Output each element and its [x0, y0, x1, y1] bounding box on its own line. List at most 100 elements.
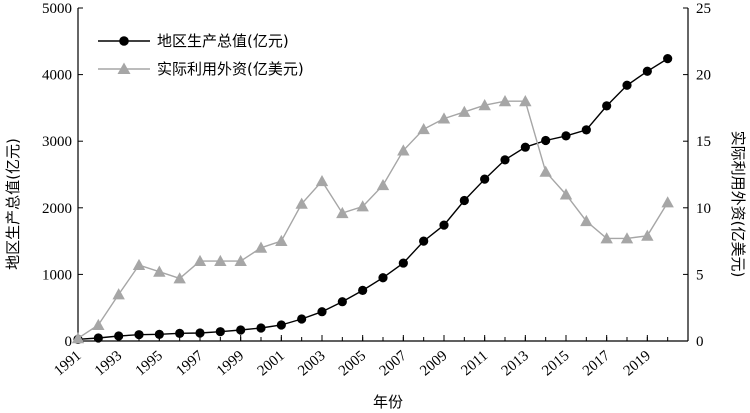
data-point — [539, 165, 552, 177]
left-axis-ticks: 0 1000 2000 3000 4000 5000 — [42, 1, 83, 350]
data-point — [276, 320, 286, 330]
data-point — [622, 80, 632, 90]
data-point — [437, 112, 451, 124]
data-point — [153, 265, 166, 277]
x-tick-label: 2019 — [621, 348, 654, 380]
data-point — [541, 135, 551, 146]
data-point — [498, 95, 512, 107]
data-point — [315, 174, 329, 187]
x-tick-label: 2007 — [377, 347, 411, 379]
data-point — [173, 272, 186, 284]
data-point — [297, 314, 307, 324]
data-point — [295, 197, 308, 209]
y-left-tick-label: 2000 — [42, 201, 72, 217]
x-tick-label: 2015 — [539, 348, 572, 380]
x-tick-label: 2013 — [499, 348, 532, 380]
data-point — [134, 330, 144, 340]
data-point — [234, 254, 247, 267]
x-tick-label: 1993 — [92, 348, 125, 380]
x-tick-label: 2017 — [580, 347, 614, 379]
data-point — [519, 95, 532, 107]
data-point — [663, 54, 673, 64]
data-point — [398, 258, 408, 268]
data-point — [378, 273, 388, 283]
data-point — [356, 200, 369, 212]
legend-fdi-label: 实际利用外资(亿美元) — [157, 60, 304, 78]
data-point — [581, 125, 591, 135]
x-tick-label: 1999 — [214, 348, 247, 380]
chart-axes — [77, 8, 689, 342]
data-point — [195, 328, 205, 338]
data-point — [478, 99, 491, 111]
data-point — [600, 232, 613, 244]
x-tick-label: 2009 — [417, 348, 450, 380]
data-point — [154, 329, 164, 339]
x-tick-label: 1997 — [173, 347, 207, 379]
data-point — [419, 236, 429, 246]
data-point — [459, 195, 469, 206]
y-right-tick-label: 20 — [696, 68, 711, 84]
legend-item-fdi: 实际利用外资(亿美元) — [98, 60, 304, 78]
data-point — [132, 258, 146, 271]
x-axis-ticks: 1991 1993 1995 1997 1999 2001 2003 2005 2007 2009… — [51, 335, 669, 380]
data-point — [193, 254, 207, 267]
y-right-tick-label: 0 — [696, 334, 704, 350]
data-point — [439, 220, 449, 230]
data-point — [661, 196, 674, 208]
data-point — [214, 254, 227, 267]
data-point — [376, 178, 390, 191]
x-tick-label: 2001 — [255, 348, 288, 380]
x-axis-title: 年份 — [373, 393, 403, 411]
data-point — [71, 332, 85, 344]
data-point — [620, 232, 634, 244]
legend-gdp-marker — [119, 36, 129, 46]
data-point — [520, 142, 530, 152]
data-point — [458, 105, 471, 117]
data-point — [236, 325, 246, 335]
data-point — [337, 297, 347, 307]
y-left-tick-label: 3000 — [42, 134, 72, 150]
data-point — [602, 101, 612, 111]
data-point — [215, 327, 225, 337]
series-fdi — [71, 95, 674, 344]
legend: 地区生产总值(亿元) 实际利用外资(亿美元) — [98, 32, 304, 78]
x-tick-label: 2003 — [295, 348, 328, 380]
data-point — [480, 174, 490, 184]
data-point — [559, 188, 573, 200]
data-point — [175, 328, 185, 338]
x-tick-label: 1995 — [133, 348, 166, 380]
data-point — [641, 229, 654, 241]
data-point — [500, 155, 510, 165]
data-point — [93, 333, 103, 343]
y-left-tick-label: 1000 — [42, 267, 72, 283]
data-point — [256, 323, 266, 333]
legend-gdp-label: 地区生产总值(亿元) — [157, 32, 289, 50]
data-point — [92, 318, 105, 330]
data-point — [114, 331, 124, 341]
data-point — [580, 214, 593, 227]
y-right-tick-label: 10 — [696, 201, 711, 217]
x-tick-label: 2011 — [458, 348, 491, 379]
y-right-tick-label: 15 — [696, 134, 711, 150]
data-point — [317, 307, 327, 317]
y-axis-right-title: 实际利用外资(亿美元) — [729, 131, 747, 278]
data-point — [336, 206, 349, 219]
data-point — [275, 234, 288, 247]
series-gdp — [73, 54, 673, 344]
y-right-tick-label: 25 — [696, 1, 711, 17]
y-left-tick-label: 5000 — [42, 1, 72, 17]
y-right-tick-label: 5 — [696, 267, 704, 283]
series-line — [77, 100, 669, 339]
legend-item-gdp: 地区生产总值(亿元) — [98, 32, 289, 50]
data-point — [254, 241, 268, 253]
data-point — [642, 66, 652, 76]
data-point — [561, 131, 571, 141]
data-point — [397, 144, 410, 156]
legend-fdi-marker — [117, 62, 131, 74]
x-tick-label: 1991 — [51, 348, 84, 380]
data-point — [358, 285, 368, 295]
y-left-tick-label: 0 — [65, 334, 73, 350]
y-axis-left-title: 地区生产总值(亿元) — [4, 138, 22, 270]
data-point — [112, 288, 125, 300]
